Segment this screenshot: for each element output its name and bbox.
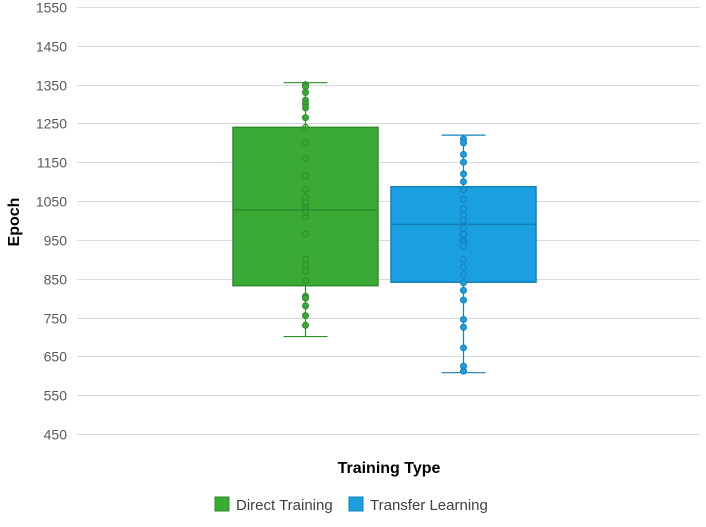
y-tick-label: 1050 [36, 194, 67, 210]
data-point [460, 230, 467, 238]
data-point [302, 321, 309, 329]
y-tick-label: 450 [44, 427, 68, 443]
data-point [460, 178, 467, 186]
legend-item-2: Transfer Learning [348, 496, 488, 514]
data-point [302, 104, 309, 112]
y-tick-label: 750 [44, 311, 68, 327]
legend-swatch [214, 496, 230, 512]
gridlines [77, 7, 700, 435]
data-point [302, 312, 309, 320]
boxes [232, 81, 537, 375]
data-point [460, 211, 467, 219]
x-axis-label: Training Type [338, 460, 441, 477]
data-point [460, 224, 467, 232]
data-point [460, 158, 467, 166]
data-point [302, 230, 309, 238]
data-point [460, 242, 467, 250]
y-tick-label: 650 [44, 349, 68, 365]
data-point [302, 114, 309, 122]
legend-label: Transfer Learning [370, 497, 488, 514]
data-point [460, 263, 467, 271]
data-point [302, 172, 309, 180]
y-axis-ticks: 450 550 650 750 850 950 1050 1150 1250 1350 1450 15… [36, 0, 67, 443]
y-tick-label: 1250 [36, 116, 67, 132]
data-point [460, 170, 467, 178]
data-point [460, 279, 467, 287]
y-tick-label: 1550 [36, 0, 67, 16]
box-series-2 [390, 134, 537, 375]
y-tick-label: 950 [44, 233, 68, 249]
data-point [302, 139, 309, 147]
data-point [302, 294, 309, 302]
data-point [460, 286, 467, 294]
data-point [460, 205, 467, 213]
legend-swatch [348, 496, 364, 512]
y-tick-label: 1350 [36, 78, 67, 94]
data-point [302, 203, 309, 211]
legend-item-1: Direct Training [214, 496, 333, 514]
data-point [460, 185, 467, 193]
y-tick-label: 1450 [36, 39, 67, 55]
data-point [302, 302, 309, 310]
legend-label: Direct Training [236, 497, 333, 514]
y-axis-label: Epoch [6, 198, 23, 247]
legend: Direct Training Transfer Learning [214, 496, 488, 514]
data-point [302, 213, 309, 221]
box-series-1 [232, 81, 379, 338]
data-point [302, 123, 309, 131]
data-point [460, 195, 467, 203]
data-point [302, 154, 309, 162]
data-point [302, 261, 309, 269]
data-point [302, 88, 309, 96]
y-tick-label: 1150 [37, 155, 67, 171]
data-point [302, 255, 309, 263]
data-point [460, 217, 467, 224]
data-point [460, 139, 467, 147]
data-point [302, 83, 309, 91]
data-point [302, 193, 309, 201]
data-point [460, 296, 467, 304]
data-point [460, 236, 467, 244]
data-point [302, 267, 309, 275]
data-point [302, 277, 309, 285]
data-point [460, 151, 467, 159]
data-point [460, 367, 467, 375]
data-point [460, 323, 467, 331]
y-tick-label: 850 [44, 272, 68, 288]
data-point [460, 255, 467, 263]
data-point [302, 185, 309, 193]
data-point [460, 271, 467, 279]
data-point [460, 344, 467, 352]
y-tick-label: 550 [44, 388, 68, 404]
data-point [460, 315, 467, 323]
